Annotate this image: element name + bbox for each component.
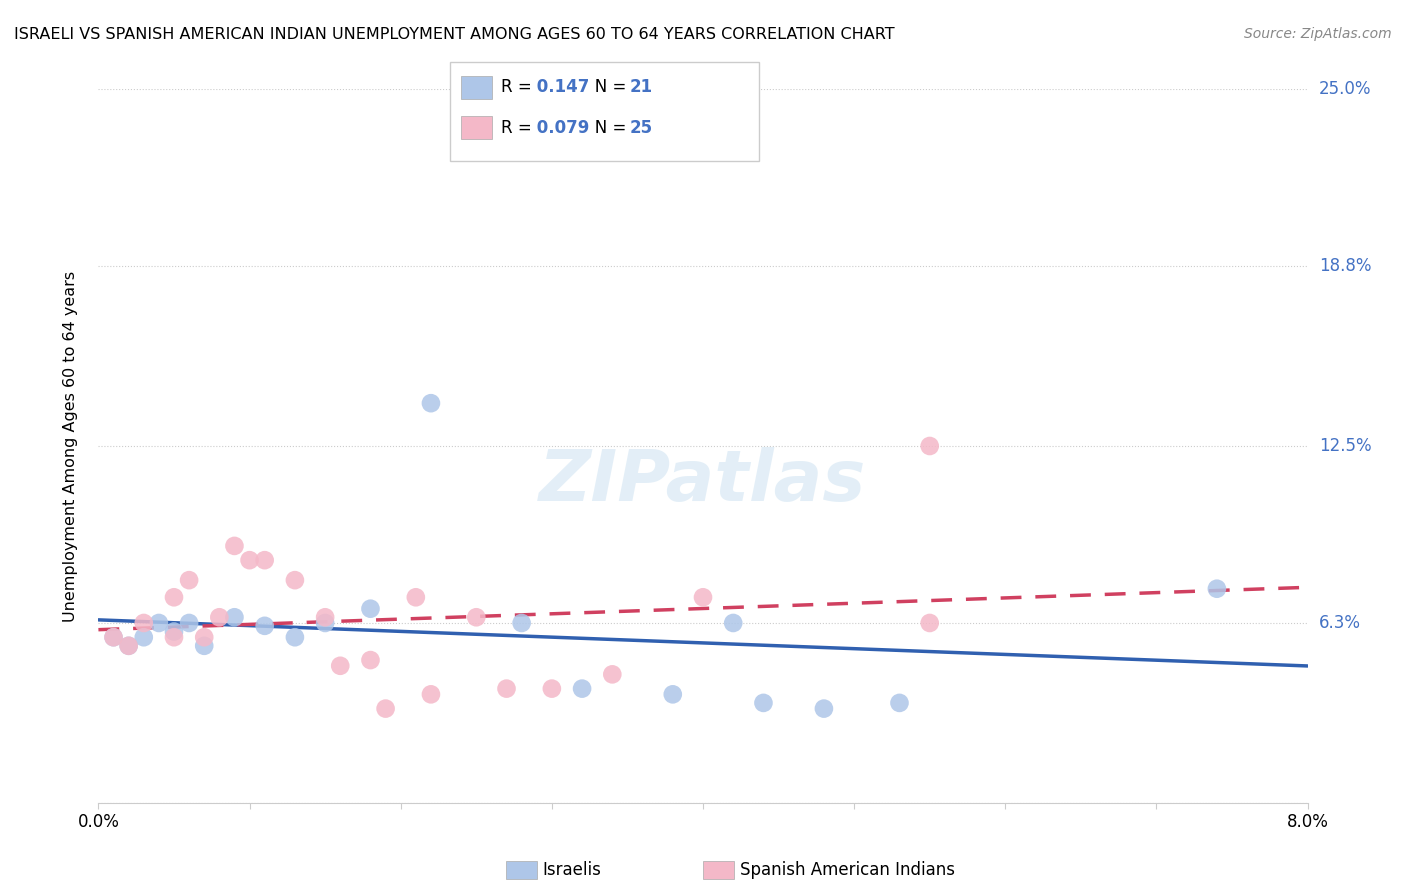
Point	[359, 601, 381, 615]
Point	[163, 624, 186, 639]
Point	[510, 615, 533, 630]
Text: 0.147: 0.147	[531, 78, 591, 96]
Text: 21: 21	[630, 78, 652, 96]
Text: N =: N =	[579, 78, 631, 96]
Point	[465, 610, 488, 624]
Point	[571, 681, 593, 696]
Text: Source: ZipAtlas.com: Source: ZipAtlas.com	[1244, 27, 1392, 41]
Text: 18.8%: 18.8%	[1319, 257, 1371, 275]
Text: 25.0%: 25.0%	[1319, 80, 1371, 98]
Point	[148, 615, 170, 630]
Point	[239, 553, 262, 567]
Text: Spanish American Indians: Spanish American Indians	[740, 861, 955, 879]
Point	[224, 539, 246, 553]
Point	[329, 658, 352, 673]
Point	[103, 630, 125, 644]
Point	[103, 630, 125, 644]
Point	[540, 681, 562, 696]
Point	[1205, 582, 1229, 596]
Text: 12.5%: 12.5%	[1319, 437, 1371, 455]
Point	[692, 591, 714, 605]
Point	[405, 591, 427, 605]
Point	[118, 639, 141, 653]
Y-axis label: Unemployment Among Ages 60 to 64 years: Unemployment Among Ages 60 to 64 years	[63, 270, 77, 622]
Text: ZIPatlas: ZIPatlas	[540, 447, 866, 516]
Point	[419, 687, 441, 701]
Text: 25: 25	[630, 119, 652, 136]
Point	[208, 610, 231, 624]
Point	[752, 696, 775, 710]
Point	[419, 396, 441, 410]
Text: ISRAELI VS SPANISH AMERICAN INDIAN UNEMPLOYMENT AMONG AGES 60 TO 64 YEARS CORREL: ISRAELI VS SPANISH AMERICAN INDIAN UNEMP…	[14, 27, 894, 42]
Point	[253, 553, 276, 567]
Point	[374, 701, 396, 715]
Point	[602, 667, 624, 681]
Point	[163, 630, 186, 644]
Point	[118, 639, 141, 653]
Point	[284, 630, 307, 644]
Text: N =: N =	[579, 119, 631, 136]
Point	[495, 681, 517, 696]
Point	[918, 615, 941, 630]
Point	[253, 619, 276, 633]
Text: R =: R =	[501, 119, 537, 136]
Point	[224, 610, 246, 624]
Point	[918, 439, 941, 453]
Point	[723, 615, 745, 630]
Point	[193, 639, 215, 653]
Text: R =: R =	[501, 78, 537, 96]
Point	[889, 696, 911, 710]
Point	[284, 573, 307, 587]
Text: 0.079: 0.079	[531, 119, 591, 136]
Point	[193, 630, 215, 644]
Point	[359, 653, 381, 667]
Point	[813, 701, 835, 715]
Point	[314, 615, 336, 630]
Point	[179, 615, 201, 630]
Point	[661, 687, 683, 701]
Point	[132, 630, 155, 644]
Text: 6.3%: 6.3%	[1319, 614, 1361, 632]
Text: Israelis: Israelis	[543, 861, 602, 879]
Point	[179, 573, 201, 587]
Point	[314, 610, 336, 624]
Point	[132, 615, 155, 630]
Point	[163, 591, 186, 605]
